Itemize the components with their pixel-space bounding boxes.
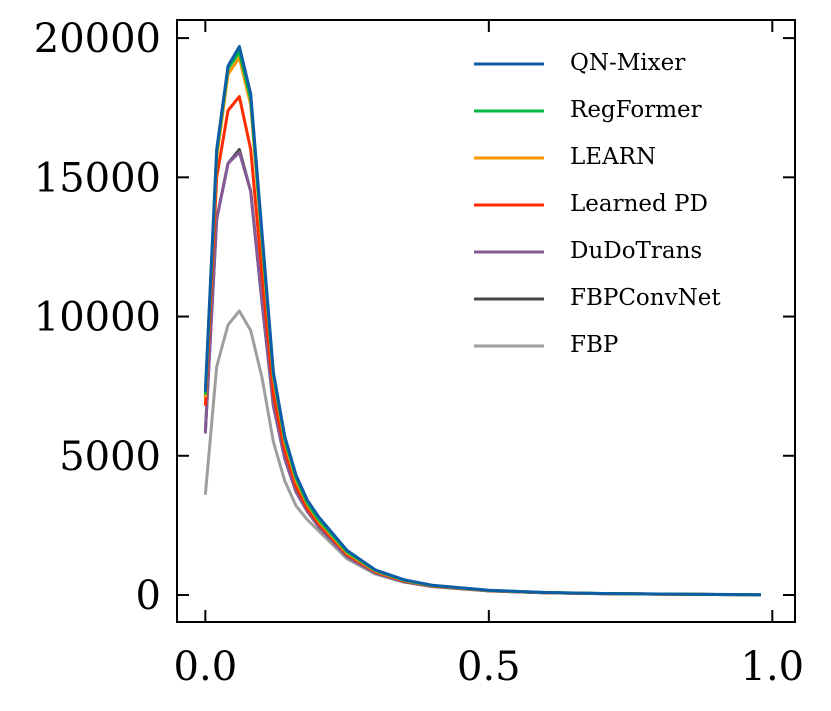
y-tick-label: 0 [136, 573, 161, 619]
x-tick-label: 0.5 [457, 644, 521, 690]
y-tick-label: 5000 [59, 434, 161, 480]
legend-label: RegFormer [570, 97, 702, 123]
y-tick-label: 15000 [34, 155, 161, 201]
series-line [203, 44, 761, 597]
plot-frame [176, 19, 796, 623]
legend-label: Learned PD [570, 191, 708, 217]
series-line [203, 150, 761, 597]
series-line [203, 56, 761, 597]
legend-label: QN-Mixer [570, 50, 685, 76]
series-line [203, 50, 761, 597]
legend-label: FBP [570, 332, 618, 358]
x-tick-label: 0.0 [174, 644, 238, 690]
y-tick-label: 20000 [34, 16, 161, 62]
x-tick-label: 1.0 [741, 644, 805, 690]
legend-label: FBPConvNet [570, 285, 721, 311]
legend-label: DuDoTrans [570, 238, 702, 264]
y-tick-label: 10000 [34, 295, 161, 341]
legend-label: LEARN [570, 144, 656, 170]
